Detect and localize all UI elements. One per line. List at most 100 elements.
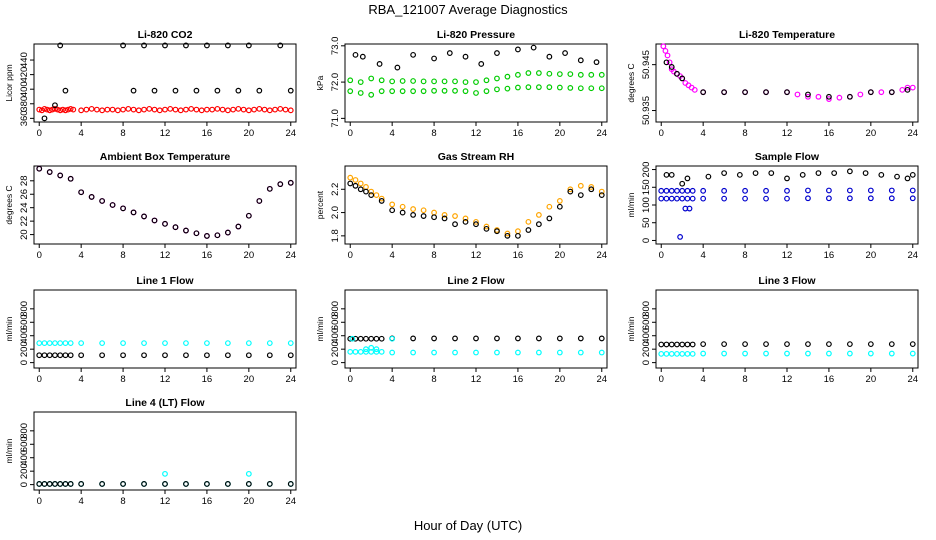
- data-point: [691, 86, 698, 93]
- data-point: [805, 195, 811, 202]
- data-point: [261, 106, 268, 113]
- data-point: [446, 50, 453, 56]
- data-point: [62, 107, 69, 114]
- data-point: [674, 341, 680, 348]
- data-point: [473, 221, 479, 228]
- data-point: [768, 170, 775, 176]
- data-point: [172, 106, 179, 113]
- data-point: [894, 173, 900, 180]
- data-point: [204, 106, 210, 113]
- series-1: [36, 105, 294, 114]
- x-tick-label: 8: [431, 128, 436, 139]
- data-point: [183, 42, 189, 49]
- data-point: [41, 481, 48, 487]
- y-tick-label: 600: [330, 314, 341, 330]
- y-tick-label: 0: [330, 360, 341, 365]
- data-point: [352, 51, 359, 58]
- data-point: [784, 350, 790, 357]
- data-point: [684, 187, 691, 194]
- y-tick-label: 420: [19, 67, 30, 83]
- data-point: [515, 228, 521, 235]
- x-tick-label: 8: [120, 250, 125, 261]
- data-point: [57, 107, 64, 114]
- data-point: [483, 223, 490, 230]
- data-point: [224, 107, 231, 114]
- data-point: [674, 70, 680, 77]
- data-point: [504, 85, 511, 92]
- data-point: [347, 88, 354, 95]
- data-point: [679, 75, 686, 82]
- data-point: [36, 352, 43, 359]
- data-point: [666, 59, 673, 66]
- data-point: [204, 481, 210, 487]
- data-point: [888, 341, 895, 348]
- data-point: [598, 71, 605, 78]
- data-point: [266, 107, 273, 114]
- data-point: [462, 88, 469, 95]
- data-point: [721, 350, 728, 357]
- data-point: [410, 211, 417, 218]
- data-point: [183, 106, 189, 113]
- data-point: [104, 106, 111, 113]
- data-point: [349, 335, 356, 342]
- data-point: [546, 215, 553, 222]
- data-point: [494, 75, 500, 82]
- data-point: [535, 335, 542, 342]
- data-point: [59, 106, 66, 113]
- data-point: [357, 348, 364, 355]
- data-point: [663, 350, 670, 357]
- data-point: [57, 352, 64, 359]
- data-point: [120, 106, 126, 113]
- data-point: [904, 86, 911, 93]
- x-tick-label: 24: [596, 374, 607, 385]
- x-tick-label: 24: [907, 250, 918, 261]
- data-point: [530, 44, 537, 51]
- data-point: [567, 186, 574, 193]
- y-tick-label: 380: [19, 96, 30, 112]
- data-point: [763, 341, 769, 348]
- data-point: [736, 171, 743, 178]
- data-point: [256, 105, 263, 112]
- data-point: [156, 107, 163, 114]
- data-point: [410, 78, 417, 84]
- data-point: [867, 89, 874, 96]
- data-point: [99, 198, 106, 204]
- data-point: [504, 73, 511, 80]
- data-point: [214, 232, 221, 239]
- data-point: [700, 341, 707, 348]
- data-point: [151, 106, 158, 113]
- x-tick-label: 16: [824, 128, 835, 139]
- x-tick-label: 8: [120, 496, 125, 507]
- data-point: [831, 170, 838, 176]
- data-point: [686, 205, 693, 212]
- data-point: [352, 348, 359, 355]
- data-point: [805, 341, 811, 348]
- data-point: [363, 346, 369, 353]
- y-tick-label: 800: [641, 301, 652, 317]
- data-point: [546, 203, 553, 210]
- panel-title: Ambient Box Temperature: [100, 151, 231, 163]
- data-point: [70, 106, 77, 113]
- data-point: [826, 93, 832, 100]
- data-point: [763, 350, 769, 357]
- data-point: [577, 85, 584, 92]
- x-tick-label: 20: [555, 374, 566, 385]
- data-point: [904, 175, 911, 182]
- y-tick-label: 800: [330, 301, 341, 317]
- data-point: [431, 209, 437, 216]
- data-point: [52, 481, 58, 487]
- data-point: [888, 187, 895, 194]
- data-point: [204, 340, 210, 347]
- series-3: [677, 205, 693, 240]
- data-point: [689, 341, 696, 348]
- data-point: [826, 187, 832, 194]
- data-point: [277, 42, 284, 49]
- data-point: [141, 42, 147, 49]
- data-point: [125, 105, 132, 112]
- data-point: [664, 52, 671, 59]
- y-tick-label: 26: [19, 189, 30, 200]
- data-point: [836, 94, 843, 101]
- data-point: [515, 46, 521, 53]
- data-point: [363, 335, 369, 342]
